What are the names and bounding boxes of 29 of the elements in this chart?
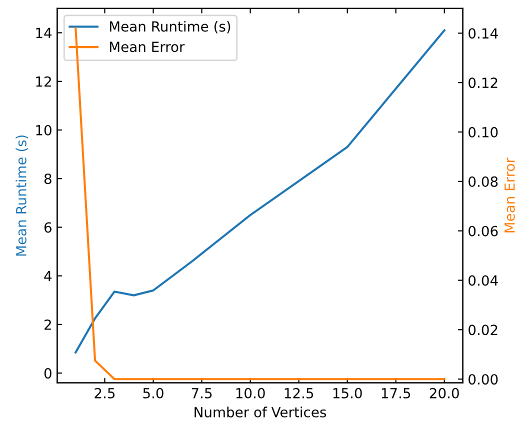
x-tick-label: 2.5 bbox=[94, 388, 115, 398]
y2-tick-label: 0.10 bbox=[468, 126, 498, 138]
x-tick-label: 5.0 bbox=[143, 388, 164, 398]
y2-tick-label: 0.00 bbox=[468, 374, 498, 385]
y2-tick-label: 0.02 bbox=[468, 324, 498, 336]
y-tick-label: 14 bbox=[36, 28, 52, 38]
y-axis-title: Mean Runtime (s) bbox=[16, 135, 28, 256]
y2-tick-label: 0.04 bbox=[468, 275, 498, 286]
y-tick-label: 6 bbox=[44, 222, 52, 233]
legend-label: Mean Runtime (s) bbox=[110, 20, 230, 34]
y2-tick-label: 0.08 bbox=[468, 176, 498, 187]
y2-tick-label: 0.14 bbox=[468, 28, 498, 39]
x-tick-label: 20.0 bbox=[430, 388, 459, 398]
y-tick-label: 0 bbox=[44, 368, 52, 379]
y-tick-label: 2 bbox=[44, 319, 51, 330]
x-tick-label: 7.5 bbox=[192, 388, 212, 398]
x-tick-label: 15.0 bbox=[333, 388, 362, 398]
x-tick-label: 10.0 bbox=[236, 388, 265, 398]
y-tick-label: 10 bbox=[36, 124, 52, 136]
x-tick-label: 17.5 bbox=[382, 388, 410, 398]
y-tick-label: 8 bbox=[44, 174, 52, 184]
y-tick-label: 12 bbox=[36, 76, 51, 87]
y2-tick-label: 0.12 bbox=[468, 78, 498, 88]
y2-tick-label: 0.06 bbox=[468, 226, 498, 236]
x-tick-label: 12.5 bbox=[284, 388, 314, 398]
y2-axis-title: Mean Error bbox=[504, 158, 515, 232]
x-axis-title: Number of Vertices bbox=[194, 406, 326, 418]
y-tick-label: 4 bbox=[44, 271, 52, 282]
legend-label: Mean Error bbox=[110, 42, 185, 52]
